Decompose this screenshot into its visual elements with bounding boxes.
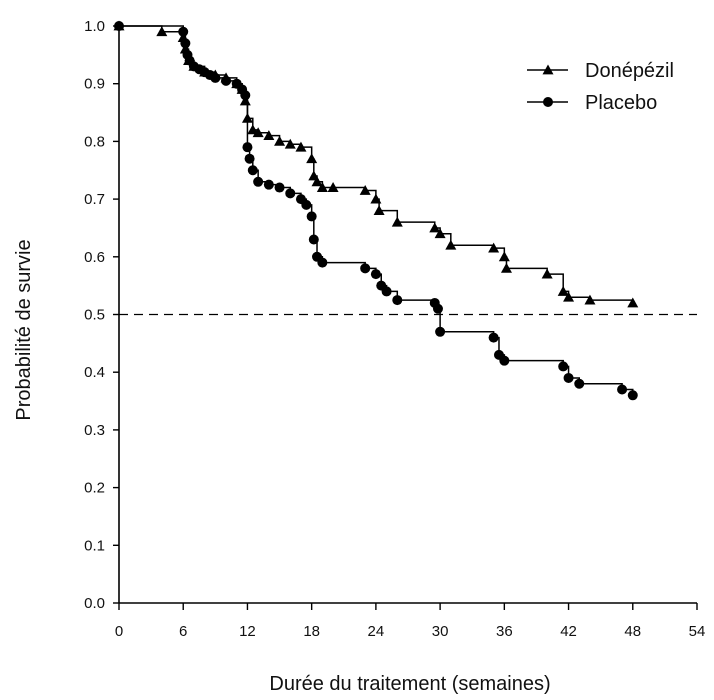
placebo-point xyxy=(308,234,319,245)
donepezil-point xyxy=(541,268,553,279)
y-tick-label: 0.0 xyxy=(84,595,105,612)
placebo-point xyxy=(617,384,628,395)
placebo-point xyxy=(499,355,510,366)
donepezil-point xyxy=(373,205,385,216)
y-tick-label: 0.8 xyxy=(84,133,105,150)
donepezil-point xyxy=(584,294,596,305)
donepezil-point xyxy=(284,138,296,149)
placebo-point xyxy=(558,361,569,372)
placebo-point xyxy=(381,286,392,297)
y-tick-label: 0.6 xyxy=(84,249,105,266)
placebo-point xyxy=(247,165,258,176)
legend-marker-1 xyxy=(543,97,553,107)
placebo-point xyxy=(317,257,328,268)
donepezil-point xyxy=(445,239,457,250)
x-tick-label: 18 xyxy=(303,623,320,640)
donepezil-point xyxy=(488,242,500,253)
donepezil-point xyxy=(316,182,328,192)
donepezil-point xyxy=(627,297,639,308)
y-tick-label: 0.9 xyxy=(84,76,105,93)
placebo-point xyxy=(432,303,443,314)
donepezil-point xyxy=(156,26,168,37)
placebo-point xyxy=(253,176,264,187)
x-tick-label: 0 xyxy=(115,623,123,640)
donepezil-point xyxy=(247,124,259,135)
y-axis-title: Probabilité de survie xyxy=(13,239,35,420)
placebo-point xyxy=(392,295,403,306)
donepezil-point xyxy=(500,262,512,273)
donepezil-point xyxy=(370,193,382,204)
donepezil-point xyxy=(252,127,264,138)
legend-label-0: Donépézil xyxy=(585,60,674,82)
legend-label-1: Placebo xyxy=(585,92,657,114)
placebo-point xyxy=(242,142,253,153)
placebo-point xyxy=(240,90,251,101)
series-layer xyxy=(113,20,639,401)
placebo-point xyxy=(627,390,638,401)
x-axis-title: Durée du traitement (semaines) xyxy=(269,673,550,695)
x-tick-label: 48 xyxy=(624,623,641,640)
placebo-point xyxy=(370,269,381,280)
x-tick-label: 54 xyxy=(689,623,706,640)
legend: Donépézil Placebo xyxy=(527,60,674,114)
y-tick-label: 0.3 xyxy=(84,422,105,439)
placebo-point xyxy=(285,188,296,199)
y-tick-label: 1.0 xyxy=(84,18,105,35)
donepezil-point xyxy=(429,222,441,233)
series-line-1 xyxy=(119,25,634,396)
placebo-point xyxy=(301,199,312,210)
x-tick-label: 30 xyxy=(432,623,449,640)
placebo-point xyxy=(360,263,371,274)
y-tick-label: 0.7 xyxy=(84,191,105,208)
placebo-point xyxy=(263,179,274,190)
y-tick-label: 0.5 xyxy=(84,307,105,324)
donepezil-point xyxy=(359,184,371,195)
donepezil-point xyxy=(563,291,575,302)
placebo-point xyxy=(221,75,232,86)
placebo-point xyxy=(274,182,285,193)
placebo-point xyxy=(488,332,499,343)
donepezil-point xyxy=(391,216,403,227)
placebo-point xyxy=(180,38,191,49)
legend-marker-0 xyxy=(542,64,554,75)
placebo-point xyxy=(435,326,446,337)
x-tick-label: 42 xyxy=(560,623,577,640)
placebo-point xyxy=(114,21,124,31)
x-tick-label: 24 xyxy=(368,623,385,640)
placebo-point xyxy=(306,211,317,222)
placebo-point xyxy=(244,153,255,164)
placebo-point xyxy=(210,72,221,83)
donepezil-point xyxy=(274,135,286,146)
x-tick-label: 36 xyxy=(496,623,513,640)
placebo-point xyxy=(178,26,189,37)
donepezil-point xyxy=(263,130,275,141)
x-tick-label: 6 xyxy=(179,623,187,640)
axes-layer: 0.0 0.1 0.2 0.3 0.4 0.5 0.6 0.7 0.8 0.9 1.0 0 6 12 18 2… xyxy=(84,18,705,640)
donepezil-point xyxy=(557,285,569,296)
donepezil-point xyxy=(327,182,339,192)
placebo-point xyxy=(563,372,574,383)
x-tick-label: 12 xyxy=(239,623,256,640)
y-tick-label: 0.1 xyxy=(84,537,105,554)
donepezil-point xyxy=(434,228,446,239)
donepezil-point xyxy=(306,153,318,164)
placebo-point xyxy=(574,378,585,389)
y-tick-label: 0.2 xyxy=(84,480,105,497)
donepezil-point xyxy=(498,251,510,262)
donepezil-point xyxy=(311,176,323,187)
donepezil-point xyxy=(295,141,307,152)
y-tick-label: 0.4 xyxy=(84,364,105,381)
